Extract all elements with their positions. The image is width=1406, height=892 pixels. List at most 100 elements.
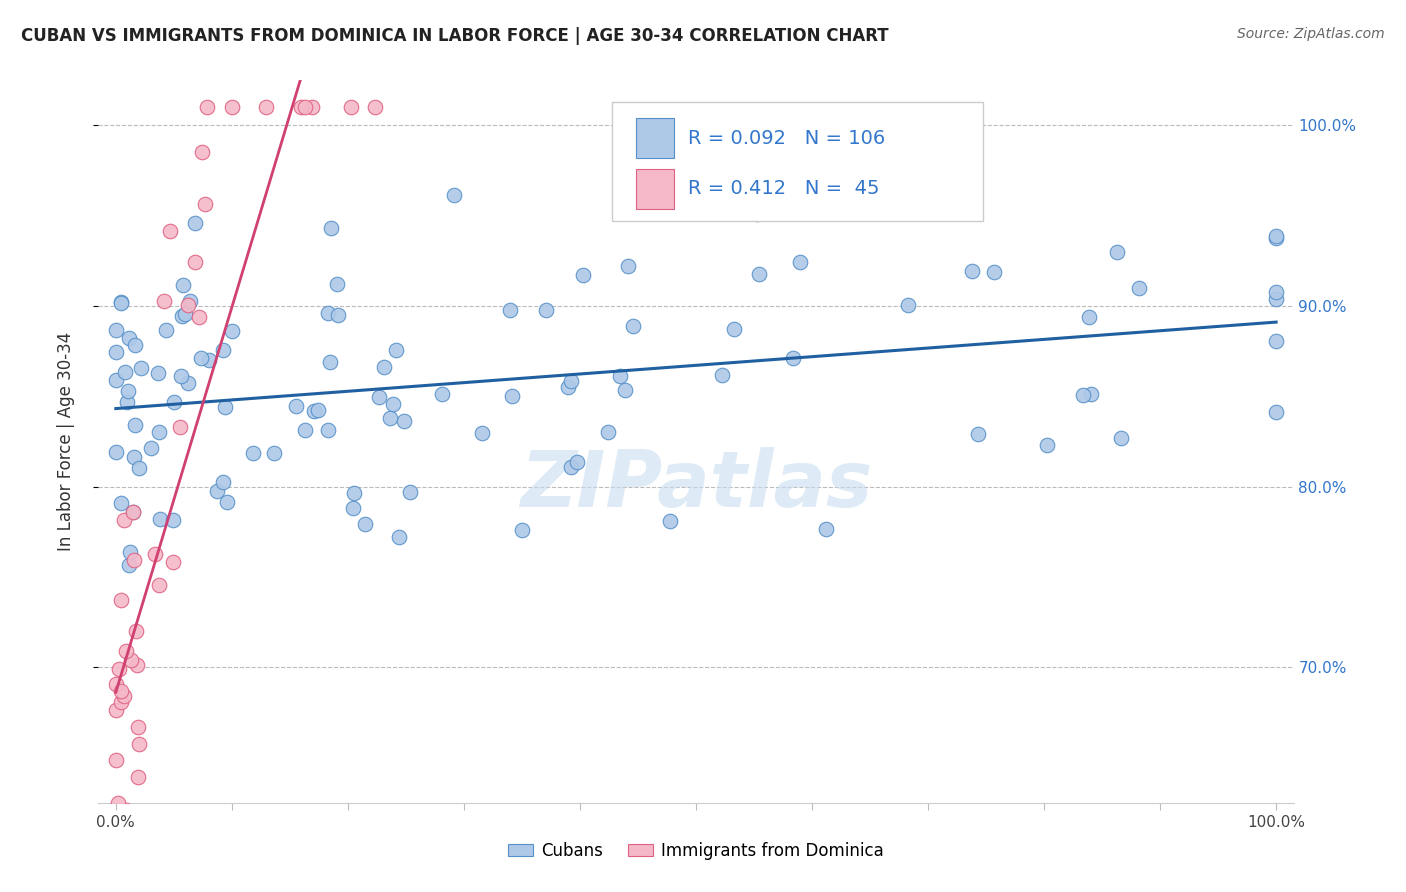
- Point: [104, 323, 127, 337]
- Point: [659, 514, 682, 528]
- Point: [340, 100, 363, 114]
- Point: [392, 414, 415, 428]
- Text: R = 0.412   N =  45: R = 0.412 N = 45: [688, 179, 879, 198]
- Point: [962, 264, 984, 278]
- Point: [177, 297, 200, 311]
- Point: [1265, 334, 1288, 348]
- Point: [342, 500, 364, 515]
- Point: [104, 703, 127, 717]
- Point: [711, 368, 734, 383]
- Point: [373, 359, 395, 374]
- Point: [104, 677, 127, 691]
- Point: [104, 373, 127, 387]
- Point: [187, 310, 209, 325]
- Point: [301, 100, 323, 114]
- Point: [110, 295, 132, 310]
- Point: [388, 530, 411, 544]
- Point: [191, 145, 214, 159]
- Point: [155, 323, 177, 337]
- Point: [127, 720, 149, 734]
- Point: [114, 644, 136, 658]
- Point: [117, 384, 139, 399]
- Point: [399, 485, 422, 500]
- Point: [316, 424, 339, 438]
- Point: [110, 695, 132, 709]
- Point: [107, 661, 129, 675]
- Point: [197, 353, 219, 368]
- Point: [122, 505, 145, 519]
- Point: [127, 771, 149, 785]
- Point: [176, 376, 198, 390]
- Point: [120, 653, 142, 667]
- Point: [217, 495, 239, 509]
- Point: [1265, 292, 1288, 306]
- Point: [560, 459, 582, 474]
- Point: [432, 386, 454, 401]
- Point: [1265, 229, 1288, 244]
- Point: [328, 308, 350, 322]
- Point: [443, 188, 465, 202]
- Point: [342, 486, 364, 500]
- Point: [184, 216, 207, 230]
- Point: [254, 100, 277, 114]
- Point: [302, 404, 325, 418]
- Point: [319, 221, 342, 235]
- Point: [110, 684, 132, 698]
- Point: [162, 555, 184, 569]
- Point: [149, 512, 172, 526]
- Point: [621, 318, 644, 333]
- FancyBboxPatch shape: [637, 119, 675, 158]
- Point: [382, 397, 405, 411]
- Point: [498, 302, 520, 317]
- Point: [510, 524, 533, 538]
- Point: [319, 355, 342, 369]
- Text: CUBAN VS IMMIGRANTS FROM DOMINICA IN LABOR FORCE | AGE 30-34 CORRELATION CHART: CUBAN VS IMMIGRANTS FROM DOMINICA IN LAB…: [21, 27, 889, 45]
- Point: [294, 423, 316, 437]
- Point: [162, 395, 184, 409]
- Point: [183, 254, 205, 268]
- Point: [107, 805, 129, 819]
- Point: [120, 805, 142, 819]
- Point: [153, 293, 176, 308]
- Point: [146, 366, 169, 380]
- Point: [118, 558, 141, 572]
- FancyBboxPatch shape: [637, 169, 675, 209]
- Point: [214, 401, 236, 415]
- Point: [617, 259, 640, 273]
- Legend: Cubans, Immigrants from Dominica: Cubans, Immigrants from Dominica: [501, 836, 891, 867]
- Point: [111, 805, 134, 819]
- Point: [104, 445, 127, 459]
- Point: [121, 505, 143, 519]
- Point: [557, 379, 579, 393]
- Point: [112, 513, 135, 527]
- Point: [115, 395, 138, 409]
- Point: [1078, 310, 1101, 324]
- Point: [110, 295, 132, 310]
- Point: [745, 207, 768, 221]
- Point: [307, 402, 329, 417]
- Point: [1105, 244, 1128, 259]
- Point: [128, 737, 150, 751]
- Point: [212, 475, 235, 489]
- Point: [148, 425, 170, 439]
- Point: [316, 306, 339, 320]
- Point: [143, 547, 166, 561]
- Text: R = 0.092   N = 106: R = 0.092 N = 106: [688, 128, 884, 147]
- Text: Source: ZipAtlas.com: Source: ZipAtlas.com: [1237, 27, 1385, 41]
- Y-axis label: In Labor Force | Age 30-34: In Labor Force | Age 30-34: [56, 332, 75, 551]
- Point: [614, 383, 637, 397]
- Point: [560, 374, 582, 388]
- Point: [122, 553, 145, 567]
- Point: [565, 455, 588, 469]
- Point: [815, 522, 838, 536]
- Point: [1265, 405, 1288, 419]
- Point: [789, 255, 811, 269]
- Point: [148, 577, 170, 591]
- Point: [104, 753, 127, 767]
- Point: [162, 513, 184, 527]
- Point: [172, 278, 194, 293]
- Point: [173, 307, 195, 321]
- Point: [782, 351, 804, 365]
- Text: ZIPatlas: ZIPatlas: [520, 447, 872, 523]
- Point: [172, 310, 194, 324]
